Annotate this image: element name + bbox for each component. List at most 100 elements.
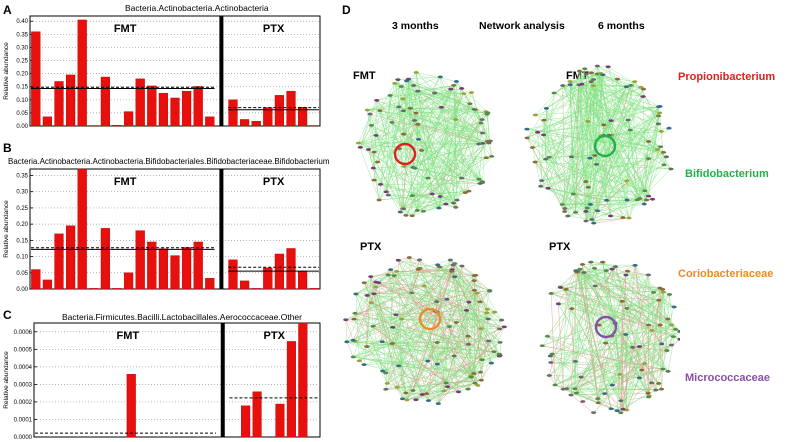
positive-edge: [570, 84, 649, 142]
ytick-label-a: 0.25: [16, 59, 28, 65]
network-node: [645, 391, 651, 395]
network-node: [479, 180, 485, 184]
positive-edge: [651, 324, 672, 331]
positive-edge: [620, 292, 664, 413]
network-node: [471, 107, 477, 111]
network-node: [453, 80, 460, 83]
negative-edge: [427, 360, 447, 384]
bar-a-fmt: [193, 86, 203, 127]
network-node: [665, 317, 671, 321]
network-node: [453, 321, 459, 324]
network-node: [410, 84, 417, 87]
positive-edge: [452, 264, 501, 343]
positive-edge: [563, 376, 582, 390]
network-node: [645, 157, 652, 161]
positive-edge: [465, 112, 488, 193]
network-node: [582, 67, 588, 71]
network-node: [355, 141, 362, 145]
positive-edge: [576, 272, 613, 337]
positive-edge: [546, 85, 563, 109]
panel-c-title: Bacteria.Firmicutes.Bacilli.Lactobacilla…: [62, 312, 302, 322]
positive-edge: [534, 161, 565, 212]
bar-a-fmt: [135, 78, 145, 127]
positive-edge: [441, 107, 456, 208]
positive-edge: [355, 293, 475, 374]
ytick-label-b: 0.20: [16, 222, 28, 228]
bar-b-fmt: [205, 278, 215, 290]
network-node: [418, 149, 425, 152]
group-label-c-fmt: FMT: [117, 330, 140, 342]
positive-edge: [440, 76, 452, 90]
network-node: [562, 207, 568, 210]
network-node: [600, 73, 606, 77]
positive-edge: [607, 66, 672, 170]
network-node: [659, 342, 665, 346]
network-node: [539, 179, 545, 183]
positive-edge: [579, 268, 674, 337]
legend-coriobacteriaceae: Coriobacteriaceae: [678, 268, 774, 280]
positive-edge: [553, 72, 592, 94]
network-node: [455, 390, 462, 394]
network-node: [343, 318, 349, 322]
chart-b: 0.00 0.05 0.10 0.15 0.20 0.25 0.30 0.35 Relative…: [3, 168, 321, 293]
network-node: [534, 130, 541, 134]
positive-edge: [572, 121, 589, 195]
positive-edge: [597, 199, 638, 212]
network-node: [379, 340, 385, 344]
network-node: [368, 275, 374, 278]
positive-edge: [360, 125, 372, 148]
positive-edge: [616, 377, 640, 411]
panel-letter-c: C: [3, 308, 12, 322]
network-node: [585, 120, 591, 123]
positive-edge: [360, 107, 442, 148]
network-node: [583, 219, 589, 223]
positive-edge: [406, 394, 423, 401]
positive-edge: [405, 114, 488, 216]
positive-edge: [392, 327, 475, 374]
negative-edge: [574, 344, 672, 390]
positive-edge: [437, 311, 495, 343]
positive-edge: [360, 113, 371, 148]
network-node: [661, 163, 667, 167]
positive-edge: [413, 167, 462, 179]
bar-b-fmt: [135, 230, 145, 290]
ytick-label-c: 0.0000: [14, 435, 33, 441]
positive-edge: [366, 346, 501, 356]
bar-c-ptx: [241, 405, 251, 438]
positive-edge: [396, 387, 408, 401]
negative-edge: [549, 375, 556, 386]
bar-a-fmt: [205, 116, 215, 127]
network-node: [477, 300, 483, 304]
network-node: [443, 381, 449, 385]
network-node: [567, 83, 573, 87]
positive-edge: [346, 281, 376, 342]
network-node: [590, 84, 597, 88]
negative-edge: [417, 269, 492, 364]
negative-edge: [558, 303, 564, 390]
network-node: [395, 78, 401, 82]
positive-edge: [545, 158, 641, 199]
positive-edge: [474, 109, 488, 142]
network-node: [413, 71, 419, 74]
positive-edge: [586, 73, 664, 153]
network-node: [639, 368, 645, 372]
network-node: [648, 381, 655, 385]
positive-edge: [481, 119, 492, 157]
network-node: [560, 84, 566, 87]
network-node: [465, 334, 471, 338]
positive-edge: [397, 79, 419, 140]
positive-edge: [562, 79, 594, 205]
network-node: [403, 213, 409, 217]
network-node: [353, 292, 359, 296]
positive-edge: [573, 193, 598, 211]
network-node: [454, 198, 460, 202]
network-node: [350, 338, 356, 342]
network-node: [532, 160, 538, 164]
positive-edge: [453, 355, 476, 384]
positive-edge: [604, 324, 661, 394]
positive-edge: [354, 341, 469, 390]
bar-a-fmt: [181, 90, 192, 127]
network-node: [544, 334, 551, 338]
positive-edge: [593, 190, 645, 224]
positive-edge: [417, 114, 488, 211]
